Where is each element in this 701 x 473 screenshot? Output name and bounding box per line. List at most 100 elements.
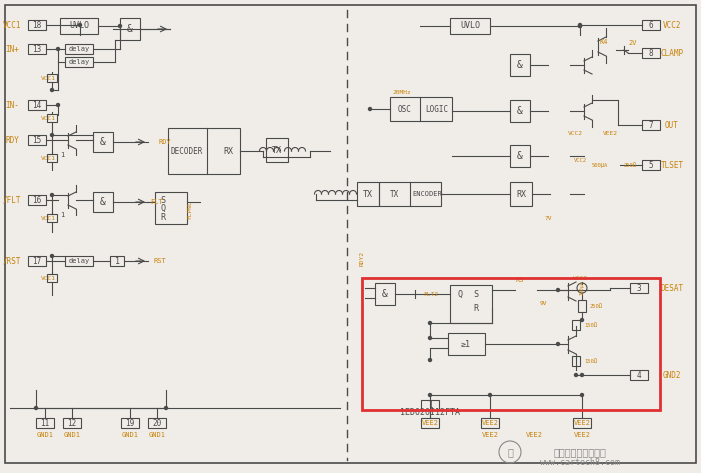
- Circle shape: [50, 88, 53, 91]
- Text: VEE2: VEE2: [526, 432, 543, 438]
- Circle shape: [118, 25, 121, 27]
- Text: 150Ω: 150Ω: [584, 323, 597, 327]
- Text: VEE2: VEE2: [482, 432, 498, 438]
- Bar: [148, 418, 166, 428]
- Text: 1ED020I12FTA: 1ED020I12FTA: [400, 408, 460, 417]
- Text: 12: 12: [67, 419, 76, 428]
- Text: 中国汽车工程师之家: 中国汽车工程师之家: [554, 447, 606, 457]
- Circle shape: [575, 374, 578, 377]
- Bar: [63, 418, 81, 428]
- Text: 车: 车: [507, 447, 513, 457]
- Bar: [450, 18, 490, 34]
- Circle shape: [428, 359, 432, 361]
- Bar: [573, 418, 591, 428]
- Bar: [93, 192, 113, 212]
- Text: 1: 1: [114, 256, 119, 265]
- Text: S: S: [161, 195, 165, 204]
- Bar: [448, 333, 485, 355]
- Text: TX: TX: [363, 190, 373, 199]
- Circle shape: [428, 394, 432, 396]
- Text: IN+: IN+: [5, 44, 19, 53]
- Text: VCC2: VCC2: [568, 131, 583, 135]
- Text: 20: 20: [152, 419, 162, 428]
- Text: FLT: FLT: [151, 199, 163, 205]
- Circle shape: [50, 254, 53, 257]
- Bar: [47, 114, 57, 122]
- Text: GND1: GND1: [64, 432, 81, 438]
- Text: K3: K3: [516, 277, 524, 283]
- Circle shape: [50, 133, 53, 137]
- Text: 2V: 2V: [629, 40, 637, 46]
- Text: VCC2: VCC2: [573, 158, 587, 163]
- Text: VCC1: VCC1: [41, 216, 55, 220]
- Text: &: &: [517, 106, 523, 116]
- Text: 4: 4: [637, 370, 641, 379]
- Text: VCC1: VCC1: [41, 76, 55, 80]
- Text: Q: Q: [161, 203, 165, 212]
- Text: 20MHz: 20MHz: [393, 89, 411, 95]
- Text: 13: 13: [32, 44, 41, 53]
- Text: 1: 1: [428, 401, 433, 410]
- Text: VEE2: VEE2: [573, 420, 590, 426]
- Text: 1: 1: [60, 212, 64, 218]
- Text: 16: 16: [32, 195, 41, 204]
- Text: RDY2: RDY2: [360, 251, 365, 265]
- Text: &: &: [517, 60, 523, 70]
- Bar: [47, 274, 57, 282]
- Bar: [28, 20, 46, 30]
- Bar: [357, 182, 379, 206]
- Text: 1: 1: [60, 152, 64, 158]
- Text: 5: 5: [648, 160, 653, 169]
- Bar: [450, 285, 492, 323]
- Text: VEE2: VEE2: [421, 420, 439, 426]
- Text: GND2: GND2: [662, 370, 681, 379]
- Circle shape: [79, 24, 81, 26]
- Text: delay: delay: [69, 46, 90, 52]
- Polygon shape: [407, 290, 415, 298]
- Bar: [65, 57, 93, 67]
- Bar: [421, 418, 439, 428]
- Bar: [642, 20, 660, 30]
- Text: GND1: GND1: [121, 432, 139, 438]
- Bar: [572, 356, 580, 366]
- Bar: [375, 283, 395, 305]
- Text: VCC1: VCC1: [41, 115, 55, 121]
- Text: TX: TX: [389, 190, 399, 199]
- Bar: [155, 192, 187, 224]
- Bar: [642, 120, 660, 130]
- Text: VCC1: VCC1: [41, 275, 55, 280]
- Circle shape: [428, 336, 432, 340]
- Text: 150Ω: 150Ω: [584, 359, 597, 363]
- Bar: [642, 48, 660, 58]
- Text: TLSET: TLSET: [660, 160, 683, 169]
- Bar: [572, 320, 580, 330]
- Bar: [28, 44, 46, 54]
- Bar: [362, 278, 660, 410]
- Circle shape: [428, 322, 432, 324]
- Text: Q: Q: [458, 289, 463, 298]
- Text: VCC1: VCC1: [3, 20, 21, 29]
- Circle shape: [57, 104, 60, 106]
- Text: GND1: GND1: [36, 432, 53, 438]
- Text: &: &: [382, 289, 388, 299]
- Text: VCC1: VCC1: [41, 156, 55, 160]
- Circle shape: [369, 107, 372, 111]
- Text: 19: 19: [125, 419, 135, 428]
- Text: VEE2: VEE2: [573, 432, 590, 438]
- Text: 7: 7: [648, 121, 653, 130]
- Text: R: R: [473, 304, 479, 313]
- Text: VCC2: VCC2: [573, 275, 587, 280]
- Text: /FLT: /FLT: [3, 195, 21, 204]
- Bar: [110, 256, 124, 266]
- Text: delay: delay: [69, 59, 90, 65]
- Text: &: &: [100, 197, 106, 207]
- Text: 11: 11: [41, 419, 50, 428]
- Text: UVLO: UVLO: [69, 21, 89, 30]
- Bar: [379, 182, 441, 206]
- Text: VEE2: VEE2: [482, 420, 498, 426]
- Text: RX: RX: [516, 190, 526, 199]
- Bar: [510, 54, 530, 76]
- Bar: [60, 18, 98, 34]
- Text: GND1: GND1: [149, 432, 165, 438]
- Text: VCC2: VCC2: [662, 20, 681, 29]
